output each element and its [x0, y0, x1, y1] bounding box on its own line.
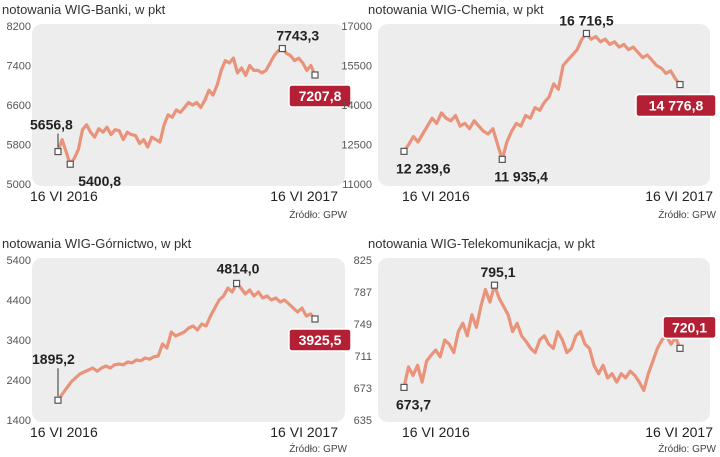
annotation-marker	[400, 147, 408, 155]
chart-title: notowania WIG-Górnictwo, w pkt	[2, 236, 192, 251]
annotation-marker	[498, 155, 506, 163]
x-tick-label-start: 16 VI 2016	[30, 188, 98, 204]
plot-background	[32, 258, 345, 422]
y-tick-label: 5400	[7, 255, 31, 267]
x-tick-label-start: 16 VI 2016	[30, 424, 98, 440]
y-tick-label: 3400	[7, 335, 31, 347]
y-tick-label: 11000	[342, 179, 372, 191]
annotation-label: 795,1	[480, 264, 515, 280]
annotation-marker	[54, 147, 62, 156]
y-tick-label: 14000	[341, 100, 372, 112]
chart-panel-4: notowania WIG-Telekomunikacja, w pkt 825 7…	[354, 236, 717, 455]
annotation-label: 7743,3	[276, 28, 319, 44]
annotation-label: 5400,8	[78, 173, 121, 189]
series-line	[56, 46, 317, 166]
y-tick-label: 12500	[341, 140, 372, 152]
x-tick-label-end: 16 VI 2017	[270, 424, 338, 440]
y-tick-label: 673	[354, 383, 372, 395]
annotation-marker	[66, 160, 74, 168]
y-tick-label: 2400	[7, 375, 31, 387]
y-tick-label: 635	[354, 415, 372, 427]
y-tick-label: 5000	[7, 179, 31, 191]
annotation-marker	[311, 71, 319, 79]
source-label: Źródło: GPW	[658, 442, 716, 455]
annotation-marker	[676, 80, 684, 89]
series-line	[402, 283, 682, 393]
source-label: Źródło: GPW	[289, 208, 347, 221]
last-value-badge	[288, 328, 352, 352]
annotation-label: 4814,0	[217, 260, 260, 276]
chart-panel-1: notowania WIG-Banki, w pkt 8200 7400 6600 58…	[2, 2, 352, 221]
y-tick-label: 825	[354, 255, 372, 267]
x-tick-label-start: 16 VI 2016	[402, 188, 470, 204]
annotation-label: 5656,8	[30, 117, 73, 133]
chart-panel-2: notowania WIG-Chemia, w pkt 17000 15500 140…	[341, 2, 717, 221]
x-tick-label-start: 16 VI 2016	[402, 424, 470, 440]
y-tick-label: 749	[354, 319, 372, 331]
x-tick-label-end: 16 VI 2017	[645, 424, 713, 440]
annotation-marker	[400, 383, 408, 392]
last-value-badge	[635, 93, 717, 118]
annotation-marker	[490, 281, 499, 289]
y-tick-label: 4400	[7, 295, 31, 307]
plot-background	[378, 258, 710, 422]
chart-title: notowania WIG-Chemia, w pkt	[368, 2, 544, 17]
y-tick-label: 17000	[341, 21, 372, 33]
chart-title: notowania WIG-Banki, w pkt	[2, 2, 166, 17]
last-value-badge	[662, 315, 717, 340]
y-tick-label: 6600	[7, 100, 31, 112]
annotation-label: 673,7	[396, 396, 431, 412]
y-tick-label: 1400	[7, 415, 31, 427]
annotation-marker	[54, 396, 62, 404]
annotation-marker	[676, 344, 684, 352]
chart-title: notowania WIG-Telekomunikacja, w pkt	[368, 236, 595, 251]
annotation-label: 16 716,5	[559, 12, 614, 28]
annotation-marker	[232, 279, 241, 288]
annotation-marker	[278, 44, 286, 53]
annotation-label: 12 239,6	[396, 160, 451, 176]
last-value-badge	[288, 84, 352, 108]
last-value-label: 3925,5	[299, 332, 342, 348]
y-tick-label: 8200	[7, 21, 31, 33]
y-tick-label: 7400	[7, 61, 31, 73]
y-tick-label: 15500	[341, 61, 372, 73]
last-value-label: 720,1	[672, 319, 707, 335]
series-line	[402, 31, 682, 161]
annotation-label: 1895,2	[32, 351, 75, 367]
source-label: Źródło: GPW	[658, 208, 716, 221]
series-line	[56, 281, 317, 402]
y-tick-label: 787	[354, 287, 372, 299]
x-tick-label-end: 16 VI 2017	[270, 188, 338, 204]
annotation-label: 11 935,4	[494, 168, 548, 184]
x-tick-label-end: 16 VI 2017	[645, 188, 713, 204]
last-value-label: 7207,8	[299, 88, 342, 104]
last-value-label: 14 776,8	[649, 98, 704, 114]
y-tick-label: 5800	[7, 140, 31, 152]
chart-panel-3: notowania WIG-Górnictwo, w pkt 5400 4400 34…	[2, 236, 352, 455]
annotation-marker	[311, 315, 319, 323]
y-tick-label: 711	[354, 351, 372, 363]
source-label: Źródło: GPW	[289, 442, 347, 455]
annotation-marker	[582, 29, 591, 38]
